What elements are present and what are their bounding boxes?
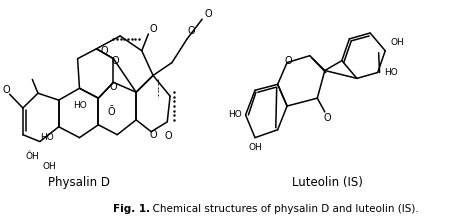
Text: O: O: [164, 131, 172, 141]
Text: Fig. 1.: Fig. 1.: [113, 204, 151, 214]
Text: Chemical structures of physalin D and luteolin (IS).: Chemical structures of physalin D and lu…: [146, 204, 418, 214]
Text: HO: HO: [73, 101, 87, 110]
Text: HO: HO: [228, 110, 242, 119]
Text: OH: OH: [391, 38, 405, 47]
Text: ÔH: ÔH: [26, 152, 39, 161]
Text: HO: HO: [40, 133, 54, 142]
Text: Physalin D: Physalin D: [48, 176, 110, 189]
Text: O: O: [149, 24, 157, 34]
Text: O: O: [109, 82, 117, 92]
Text: O: O: [187, 26, 195, 36]
Text: OH: OH: [248, 143, 262, 152]
Text: O: O: [149, 130, 157, 140]
Text: O: O: [2, 85, 9, 95]
Text: Ō: Ō: [108, 107, 115, 117]
Text: O: O: [204, 9, 211, 19]
Text: HO: HO: [384, 68, 398, 77]
Text: OH: OH: [42, 162, 56, 171]
Text: O: O: [111, 56, 119, 66]
Text: Luteolin (IS): Luteolin (IS): [292, 176, 363, 189]
Text: O: O: [284, 56, 292, 66]
Text: O: O: [324, 113, 331, 123]
Text: O: O: [100, 46, 108, 56]
